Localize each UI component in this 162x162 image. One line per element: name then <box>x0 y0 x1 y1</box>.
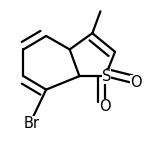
Text: Br: Br <box>24 116 40 131</box>
Text: O: O <box>99 99 111 114</box>
Text: S: S <box>102 69 111 84</box>
Text: O: O <box>130 75 142 90</box>
